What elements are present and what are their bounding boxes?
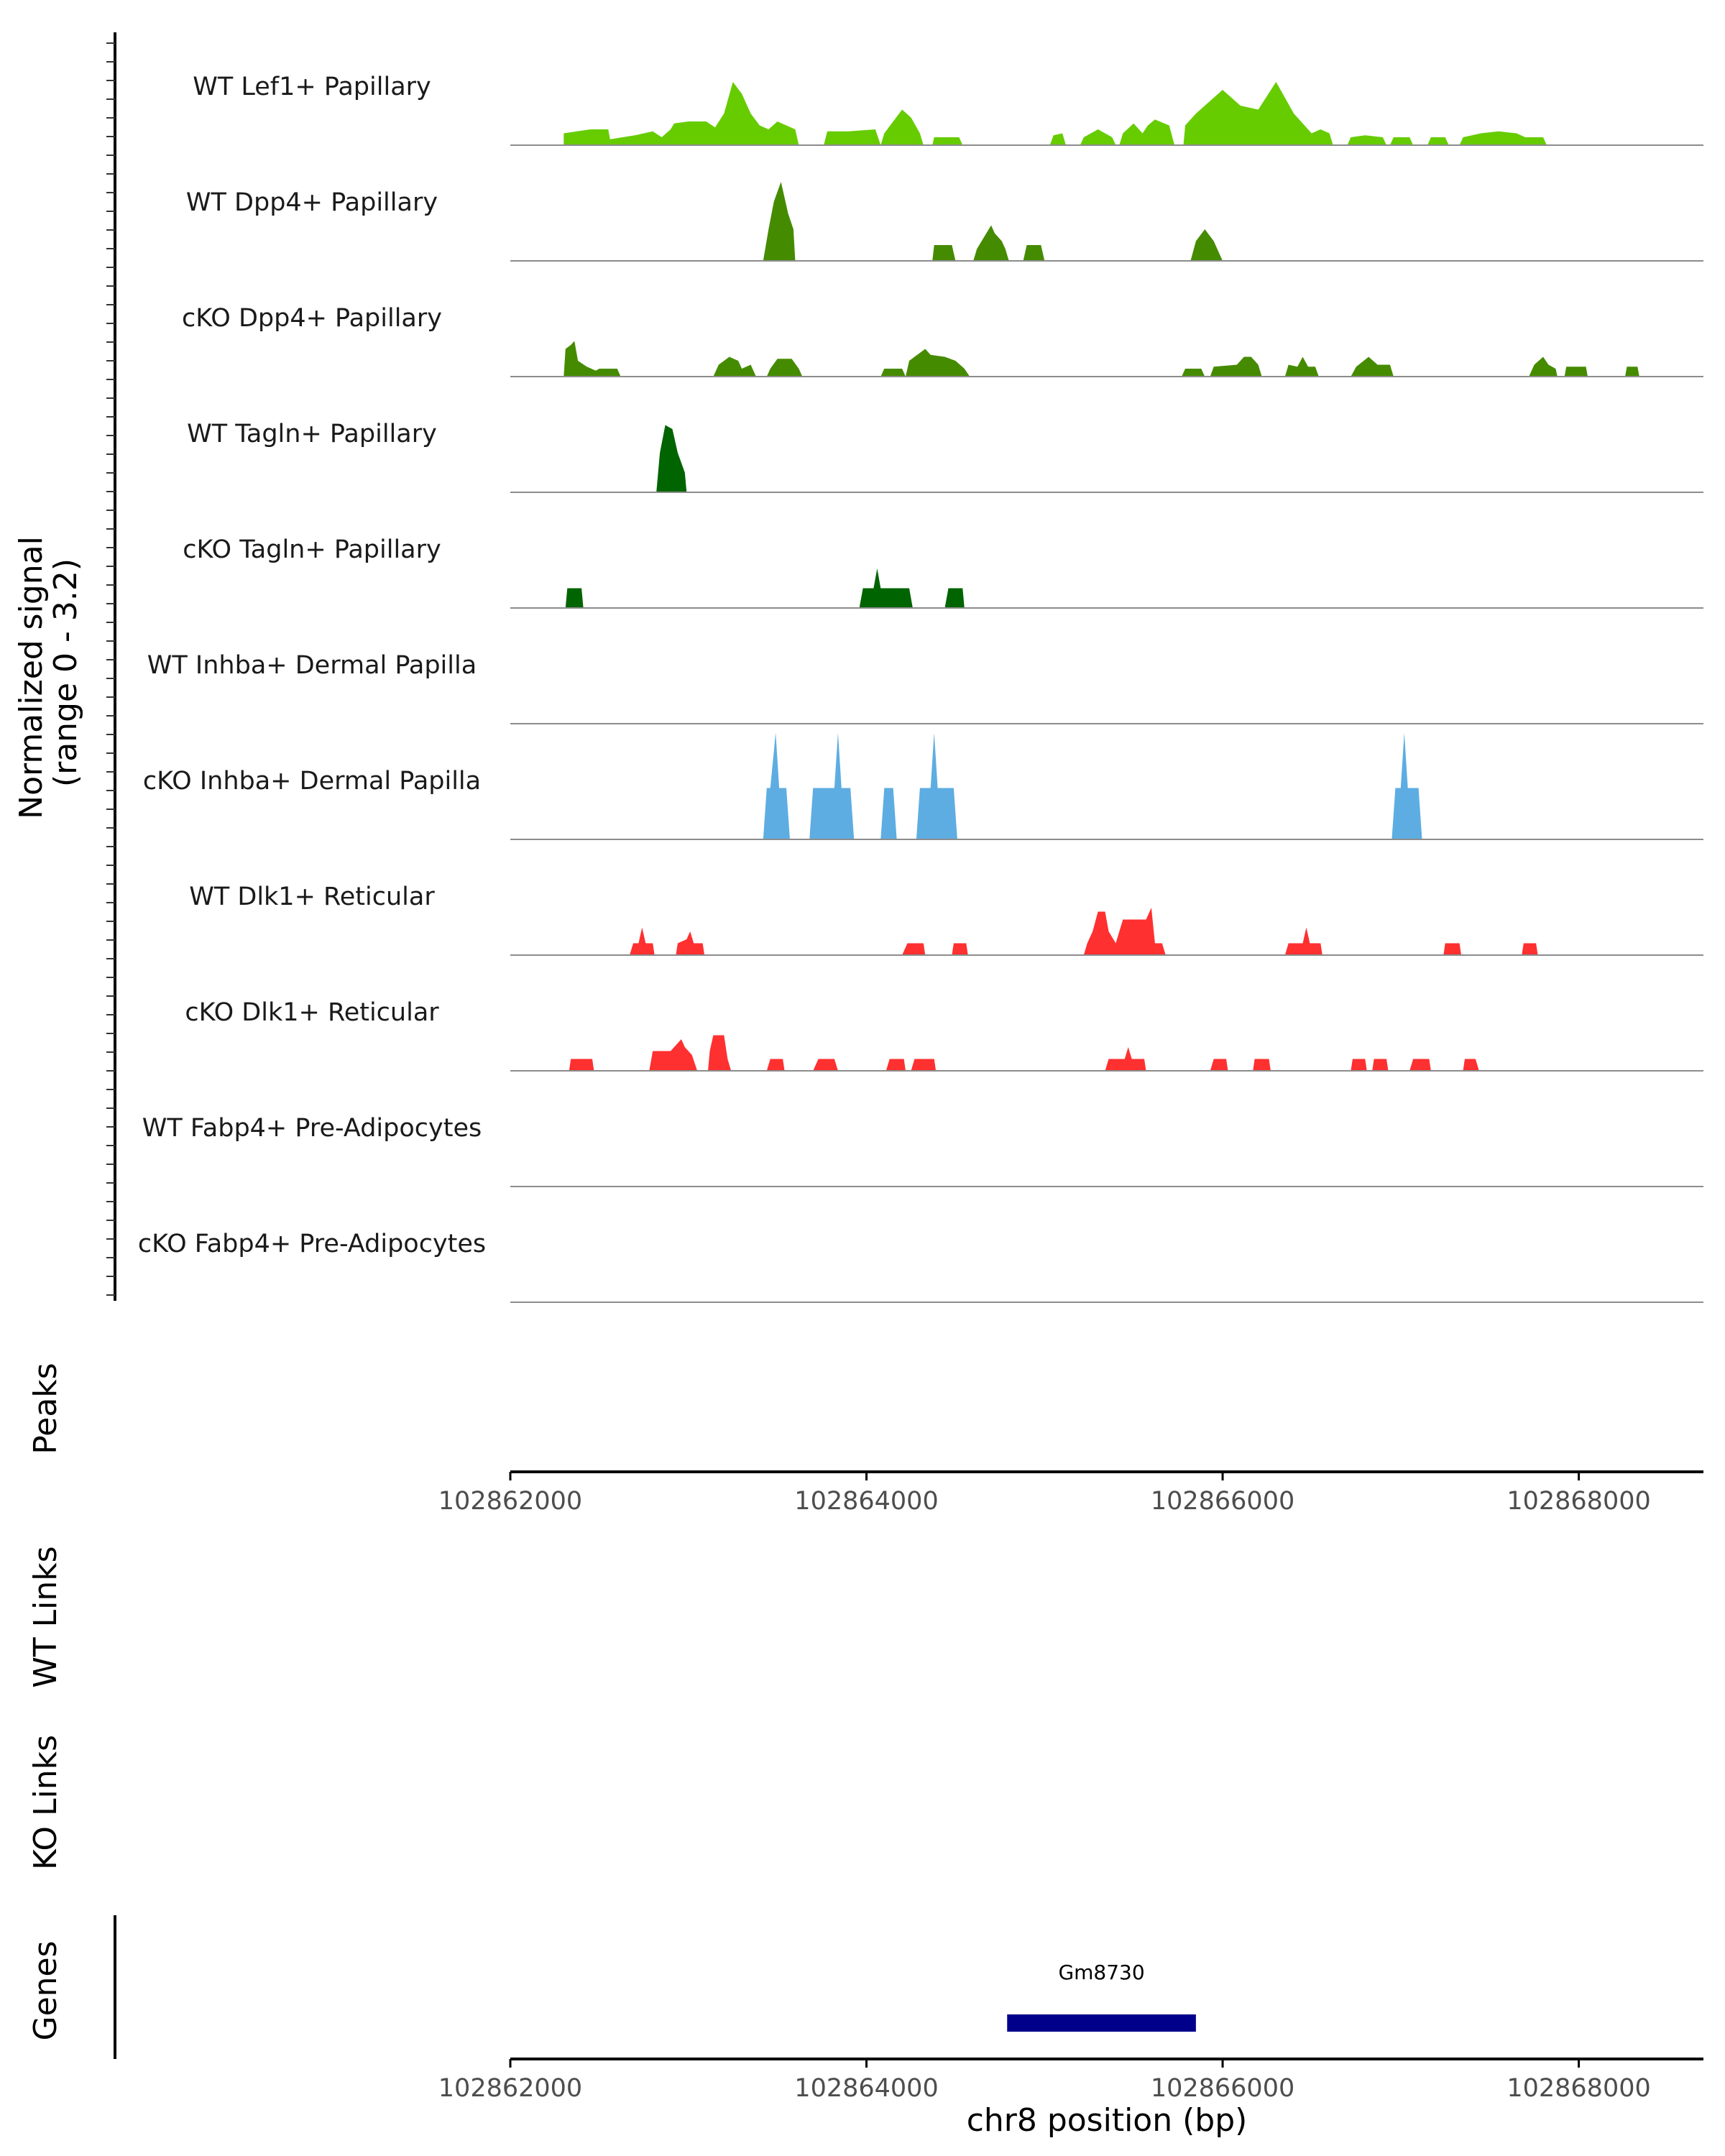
coverage-y-axis-label: Normalized signal (range 0 - 3.2) <box>13 526 84 819</box>
y-label-line-2: (range 0 - 3.2) <box>47 558 84 787</box>
gene-label: Gm8730 <box>1058 1961 1144 1984</box>
track-signal-area <box>763 182 1223 261</box>
track: cKO Tagln+ Papillary <box>183 535 1703 609</box>
genes-x-tick-label: 102864000 <box>794 2074 938 2103</box>
track: WT Lef1+ Papillary <box>193 73 1703 146</box>
genes-x-tick-label: 102866000 <box>1151 2074 1294 2103</box>
track: cKO Dpp4+ Papillary <box>182 304 1703 377</box>
coverage-tracks: WT Lef1+ Papillary WT Dpp4+ Papillary cKO … <box>138 73 1703 1303</box>
track: WT Dpp4+ Papillary <box>186 182 1703 262</box>
x-axis-label: chr8 position (bp) <box>967 2102 1248 2139</box>
track-label: WT Tagln+ Papillary <box>187 420 437 448</box>
peaks-x-tick-label: 102868000 <box>1506 1487 1650 1516</box>
genes-label: Genes <box>27 1940 64 2040</box>
track-signal-area <box>569 1035 1479 1071</box>
peaks-panel: Peaks 102862000 102864000 102866000 1028680… <box>27 1363 1703 1516</box>
track-label: WT Fabp4+ Pre-Adipocytes <box>142 1114 482 1143</box>
genes-panel: Genes Gm8730 102862000 102864000 102866000… <box>27 1915 1703 2139</box>
genes-x-tick-label: 102862000 <box>438 2074 582 2103</box>
track-label: WT Dlk1+ Reticular <box>189 883 435 911</box>
coverage-y-ticks <box>106 42 115 1296</box>
genes-x-tick-label: 102868000 <box>1506 2074 1650 2103</box>
genes-x-axis-ticks: 102862000 102864000 102866000 102868000 <box>438 2059 1651 2103</box>
track-signal-area <box>564 341 1639 377</box>
track-signal-area <box>656 425 687 492</box>
track-label: cKO Tagln+ Papillary <box>183 535 441 564</box>
gene-annotations: Gm8730 <box>1007 1961 1196 2032</box>
track-label: cKO Fabp4+ Pre-Adipocytes <box>138 1230 486 1258</box>
track-label: WT Dpp4+ Papillary <box>186 188 438 217</box>
peaks-x-tick-label: 102864000 <box>794 1487 938 1516</box>
track: cKO Fabp4+ Pre-Adipocytes <box>138 1230 1703 1303</box>
track: cKO Dlk1+ Reticular <box>185 998 1703 1072</box>
track-label: cKO Dpp4+ Papillary <box>182 304 442 333</box>
track-signal-area <box>763 732 1422 839</box>
track: cKO Inhba+ Dermal Papilla <box>143 732 1703 840</box>
track-label: cKO Inhba+ Dermal Papilla <box>143 767 481 796</box>
track-signal-area <box>565 568 965 608</box>
gene-body <box>1007 2014 1196 2032</box>
peaks-x-tick-label: 102862000 <box>438 1487 582 1516</box>
peaks-x-axis-ticks: 102862000 102864000 102866000 102868000 <box>438 1472 1651 1516</box>
wt-links-label: WT Links <box>27 1546 64 1687</box>
track-label: cKO Dlk1+ Reticular <box>185 998 439 1027</box>
track-signal-area <box>630 908 1538 955</box>
y-label-line-1: Normalized signal <box>13 536 50 819</box>
ko-links-label: KO Links <box>27 1735 64 1870</box>
track: WT Fabp4+ Pre-Adipocytes <box>142 1114 1703 1187</box>
track: WT Inhba+ Dermal Papilla <box>147 651 1703 724</box>
track-label: WT Lef1+ Papillary <box>193 73 431 101</box>
track: WT Tagln+ Papillary <box>187 420 1703 493</box>
track: WT Dlk1+ Reticular <box>189 883 1703 956</box>
peaks-x-tick-label: 102866000 <box>1151 1487 1294 1516</box>
track-label: WT Inhba+ Dermal Papilla <box>147 651 477 680</box>
track-signal-area <box>564 82 1547 145</box>
peaks-label: Peaks <box>27 1363 64 1454</box>
coverage-panel: Normalized signal (range 0 - 3.2) WT Lef… <box>13 32 1703 1303</box>
